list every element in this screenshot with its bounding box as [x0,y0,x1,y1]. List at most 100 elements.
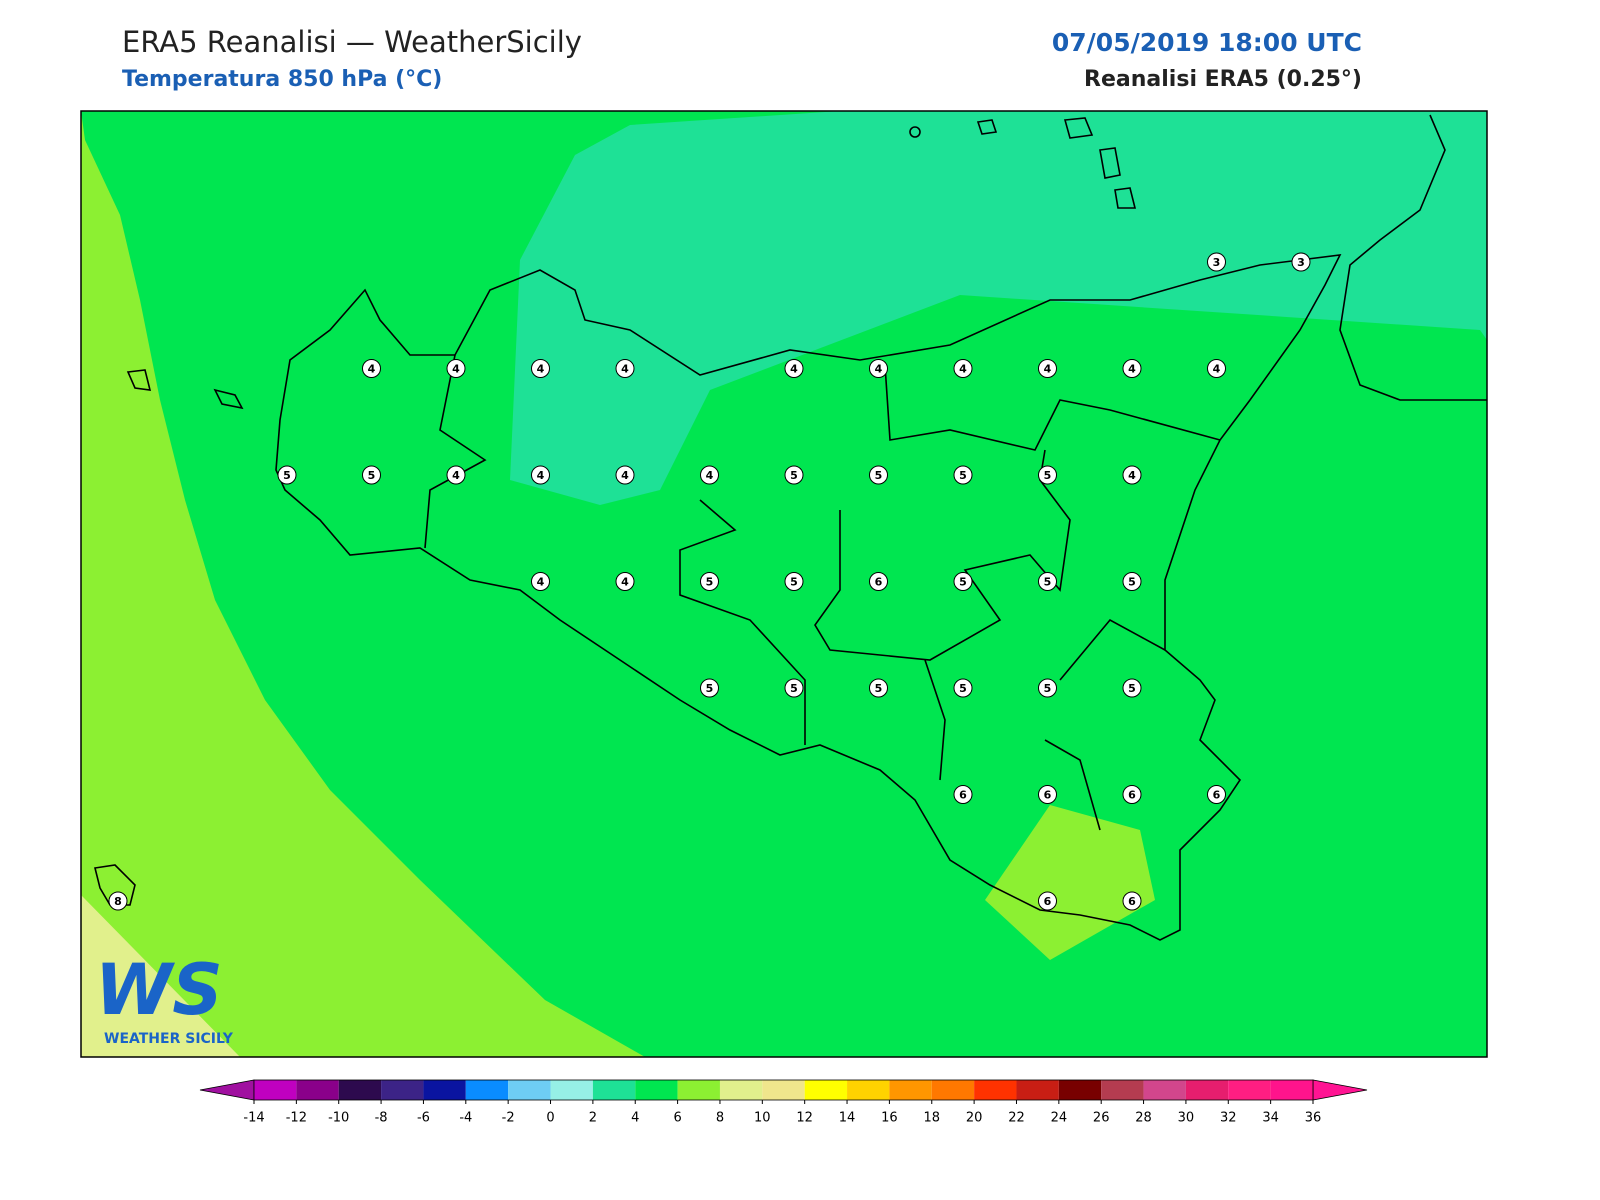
colorbar-tick-label: 26 [1093,1111,1110,1126]
station-marker [869,678,888,698]
colorbar-tick-label: 32 [1220,1111,1237,1126]
station-marker [1207,785,1226,804]
station-value: 4 [790,363,798,376]
station-marker [1038,678,1057,698]
station-value: 4 [621,469,629,482]
station-marker [1122,572,1142,591]
station-value: 4 [1128,469,1136,482]
station-value: 4 [1128,363,1136,376]
colorbar-tick-label: 4 [631,1111,639,1126]
colorbar-tick-label: -8 [375,1111,388,1126]
colorbar-segment [804,1080,848,1100]
colorbar-segment [1143,1080,1186,1100]
logo-text: WEATHER SICILY [104,1031,234,1047]
station-marker [700,572,719,591]
colorbar-tick-label: -6 [417,1111,430,1126]
colorbar-segment [296,1080,339,1100]
colorbar-tick-label: 16 [881,1111,898,1126]
station-value: 4 [537,469,545,482]
title: ERA5 Reanalisi — WeatherSicily [122,25,582,59]
station-value: 5 [959,469,967,482]
station-value: 4 [706,469,714,482]
station-value: 5 [790,469,798,482]
station-value: 5 [1044,576,1052,589]
station-marker [615,465,635,485]
station-value: 6 [959,789,967,802]
station-value: 5 [790,576,798,589]
colorbar-tick-label: 8 [716,1111,724,1126]
colorbar-segment [1228,1080,1271,1100]
station-value: 4 [621,576,629,589]
colorbar-tick-label: 30 [1178,1111,1195,1126]
colorbar-tick-label: 18 [923,1111,940,1126]
station-marker [700,678,719,698]
map-frame [80,110,1488,1058]
station-marker [953,465,973,485]
station-marker [869,465,888,485]
colorbar: -14 -12 -10 -8 -6 -4 -2 0 2 4 6 8 10 12 14 16 18 20 22 24 26… [199,1079,1368,1126]
colorbar-segment [550,1080,593,1100]
station-value: 5 [283,469,291,482]
colorbar-tick-label: -12 [286,1111,307,1126]
logo: WS WEATHER SICILY [95,949,234,1047]
coastline-calabria [1339,114,1487,401]
colorbar-segment [1058,1080,1102,1100]
source: Reanalisi ERA5 (0.25°) [1084,67,1362,92]
colorbar-tick-label: -10 [328,1111,349,1126]
colorbar-over [1312,1079,1368,1101]
colorbar-segment [847,1080,890,1100]
station-marker [953,785,973,804]
colorbar-segment [635,1080,678,1100]
station-value: 5 [1044,469,1052,482]
colorbar-tick-label: 14 [839,1111,856,1126]
station-value: 6 [1213,789,1221,802]
station-marker [953,359,973,378]
station-marker [1038,465,1057,485]
station-marker [1122,465,1142,485]
station-marker [784,359,804,378]
colorbar-segment [889,1080,932,1100]
colorbar-tick-label: 2 [589,1111,597,1126]
station-marker [1122,678,1142,698]
station-marker [1122,891,1142,911]
station-value: 6 [1044,895,1052,908]
colorbar-segment [1185,1080,1229,1100]
station-marker [784,465,804,485]
colorbar-tick-label: 34 [1262,1111,1279,1126]
station-value: 6 [1044,789,1052,802]
colorbar-segment [762,1080,805,1100]
station-marker [531,359,550,378]
colorbar-tick-label: 22 [1008,1111,1025,1126]
colorbar-segment [719,1080,763,1100]
station-marker [869,572,888,591]
station-value: 4 [452,363,460,376]
colorbar-segment [508,1080,551,1100]
field-8-10 [81,895,240,1057]
colorbar-tick-label: 10 [754,1111,771,1126]
station-value: 4 [368,363,376,376]
station-value: 3 [1297,256,1305,269]
station-marker [869,359,888,378]
station-value: 5 [875,682,883,695]
station-value: 4 [452,469,460,482]
field-2-4 [510,111,1487,505]
station-marker [362,465,381,485]
station-marker [615,572,635,591]
station-marker [615,359,635,378]
station-marker [446,359,466,378]
station-value: 5 [875,469,883,482]
colorbar-frame [253,1079,1314,1101]
islands [94,117,1137,906]
station-marker [1122,359,1142,378]
station-value: 4 [875,363,883,376]
map: WS WEATHER SICILY [80,110,1488,1058]
station-value: 5 [959,682,967,695]
colorbar-tick-label: 36 [1305,1111,1322,1126]
station-marker [1038,572,1057,591]
station-marker [1122,785,1142,804]
colorbar-segment [677,1080,720,1100]
station-value: 5 [1044,682,1052,695]
stations: 3 3 4 4 4 4 4 4 4 4 4 4 5 5 4 4 4 4 5 5 5 5 4 4 4 5 5 6 5 5 5 5 5 5 5 5 5 6 6 6… [108,252,1311,911]
station-value: 5 [1128,682,1136,695]
colorbar-segment [1101,1080,1144,1100]
